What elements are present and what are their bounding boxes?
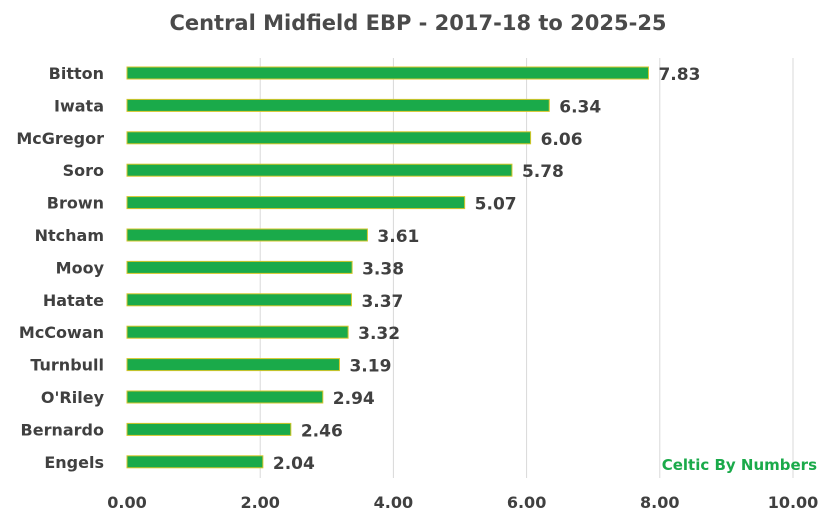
data-label: 2.46 (301, 421, 343, 441)
x-tick-label: 0.00 (107, 493, 146, 512)
data-label: 7.83 (658, 65, 700, 85)
bars (126, 66, 649, 469)
data-label: 3.61 (377, 227, 419, 247)
bar (126, 325, 349, 339)
x-tick-label: 4.00 (374, 493, 413, 512)
category-label: Soro (63, 161, 104, 180)
watermark: Celtic By Numbers (662, 456, 817, 474)
category-label: Bernardo (21, 420, 104, 439)
category-label: Turnbull (30, 356, 104, 375)
value-labels: 7.83 6.34 6.06 5.785.07 3.61 3.38 3.37 3.32 3.19… (273, 65, 701, 474)
data-label: 6.06 (541, 130, 583, 150)
bar (126, 228, 368, 242)
bar (126, 293, 352, 307)
x-tick-label: 8.00 (640, 493, 679, 512)
category-label: McGregor (16, 129, 104, 148)
x-tick-label: 6.00 (507, 493, 546, 512)
bar (126, 422, 292, 436)
data-label: 3.32 (358, 324, 400, 344)
category-labels: Bitton Iwata McGregor Soro Brown Ntcham Mooy Ha… (16, 64, 104, 472)
data-label: 2.94 (333, 389, 375, 409)
data-label: 5.07 (475, 195, 517, 215)
category-label: Iwata (54, 96, 104, 115)
category-label: Ntcham (35, 226, 104, 245)
bar (126, 131, 532, 145)
bar (126, 390, 324, 404)
bar (126, 455, 264, 469)
bar (126, 196, 466, 210)
data-label: 3.19 (349, 357, 391, 377)
category-label: O'Riley (41, 388, 105, 407)
x-tick-label: 10.00 (768, 493, 819, 512)
category-label: Engels (44, 453, 104, 472)
bar (126, 260, 353, 274)
data-label: 5.78 (522, 162, 564, 182)
category-label: Mooy (56, 258, 105, 277)
bar (126, 66, 649, 80)
category-label: McCowan (19, 323, 104, 342)
data-label: 3.37 (361, 292, 403, 312)
x-axis-tick-labels: 0.00 2.00 4.00 6.00 8.00 10.00 (107, 493, 818, 512)
bar (126, 358, 340, 372)
bar (126, 163, 513, 177)
bar (126, 98, 550, 112)
category-label: Hatate (43, 291, 104, 310)
data-label: 2.04 (273, 454, 315, 474)
x-tick-label: 2.00 (240, 493, 279, 512)
chart-title: Central Midfield EBP - 2017-18 to 2025-2… (169, 11, 666, 35)
gridlines (259, 58, 794, 478)
category-label: Brown (47, 194, 104, 213)
category-label: Bitton (49, 64, 104, 83)
data-label: 3.38 (362, 259, 404, 279)
data-label: 6.34 (559, 97, 601, 117)
